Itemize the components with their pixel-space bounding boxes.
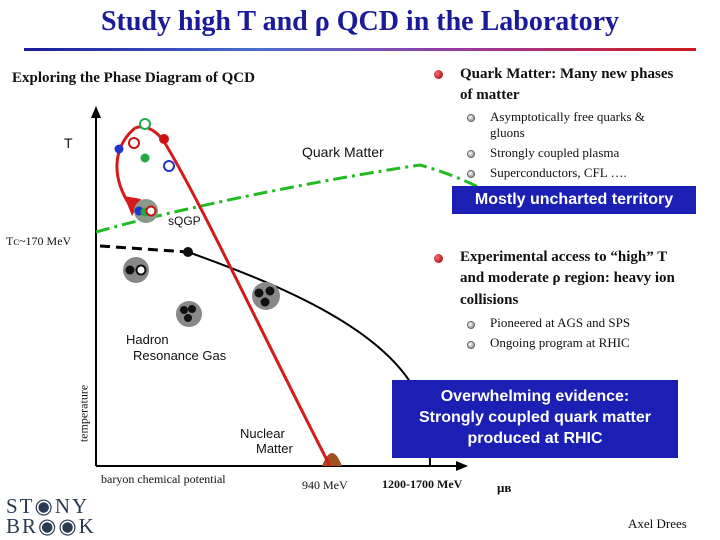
title-underline (24, 48, 696, 51)
baryon-axis-label: baryon chemical potential (101, 472, 226, 486)
slide-title: Study high T and ρ QCD in the Laboratory (100, 6, 620, 37)
hadron-label-line1: Hadron (126, 332, 169, 347)
sub-bullet-icon (467, 341, 475, 349)
phase-diagram-subtitle: Exploring the Phase Diagram of QCD (12, 70, 255, 86)
x-axis-arrow (456, 461, 468, 471)
qgp-boundary-curve (95, 163, 510, 234)
evidence-line1: Overwhelming evidence: (440, 388, 630, 405)
trajectory-return (134, 125, 165, 141)
sqgp-red (145, 205, 157, 217)
sqgp-label: sQGP (168, 214, 201, 228)
hadron-blob-2 (176, 301, 202, 327)
trajectory-main (161, 139, 332, 467)
stony-brook-logo: ST◉NY BR◉◉K (6, 494, 96, 538)
dot-blue-open (163, 160, 175, 172)
dot-green-filled (140, 153, 150, 163)
nuclear-label-line1: Nuclear (240, 426, 285, 441)
bullet-icon (434, 70, 443, 79)
dot-blue-filled (114, 144, 124, 154)
sub2: Strongly coupled plasma (490, 145, 620, 160)
dot-red-filled (159, 134, 169, 144)
sub5: Ongoing program at RHIC (490, 335, 630, 350)
sub4: Pioneered at AGS and SPS (490, 315, 631, 330)
label-940mev: 940 MeV (302, 478, 348, 492)
hadron-label-line2: Resonance Gas (133, 348, 227, 363)
temperature-axis-label: temperature (76, 384, 91, 443)
author-name: Axel Drees (628, 516, 687, 531)
label-1200-1700mev: 1200-1700 MeV (382, 477, 463, 491)
bullet-icon (434, 254, 443, 263)
evidence-line2: Strongly coupled quark matter (418, 409, 652, 426)
sub1-line1: Asymptotically free quarks & (490, 109, 645, 124)
tc-label: Tᴄ~170 MeV (6, 234, 72, 248)
y-axis-arrow (91, 106, 101, 118)
sub-bullet-icon (467, 150, 475, 158)
sub3: Superconductors, CFL …. (490, 165, 627, 180)
bullet2-line1: Experimental access to “high” T (460, 249, 668, 265)
trajectory-arrowhead (124, 196, 141, 216)
nuclear-label-line2: Matter (256, 441, 293, 456)
sub1-line2: gluons (490, 125, 525, 140)
bullet1-line1: Quark Matter: Many new phases (460, 66, 674, 82)
critical-point (183, 247, 193, 257)
evidence-line3: produced at RHIC (467, 430, 603, 447)
mu-b-label: μʙ (497, 480, 512, 495)
dot-green-open (139, 118, 151, 130)
bullet1-line2: of matter (460, 87, 520, 103)
sub-bullet-icon (467, 321, 475, 329)
sub-bullet-icon (467, 170, 475, 178)
dot-red-open (128, 137, 140, 149)
t-axis-label: T (64, 135, 73, 151)
bullet2-line3: collisions (460, 292, 519, 308)
sub-bullet-icon (467, 114, 475, 122)
uncharted-banner: Mostly uncharted territory (452, 186, 696, 214)
crossover-dashed-line (99, 244, 189, 254)
bullet2-line2: and moderate ρ region: heavy ion (460, 270, 675, 286)
quark-matter-label: Quark Matter (302, 144, 384, 160)
evidence-banner: Overwhelming evidence: Strongly coupled … (392, 380, 678, 458)
